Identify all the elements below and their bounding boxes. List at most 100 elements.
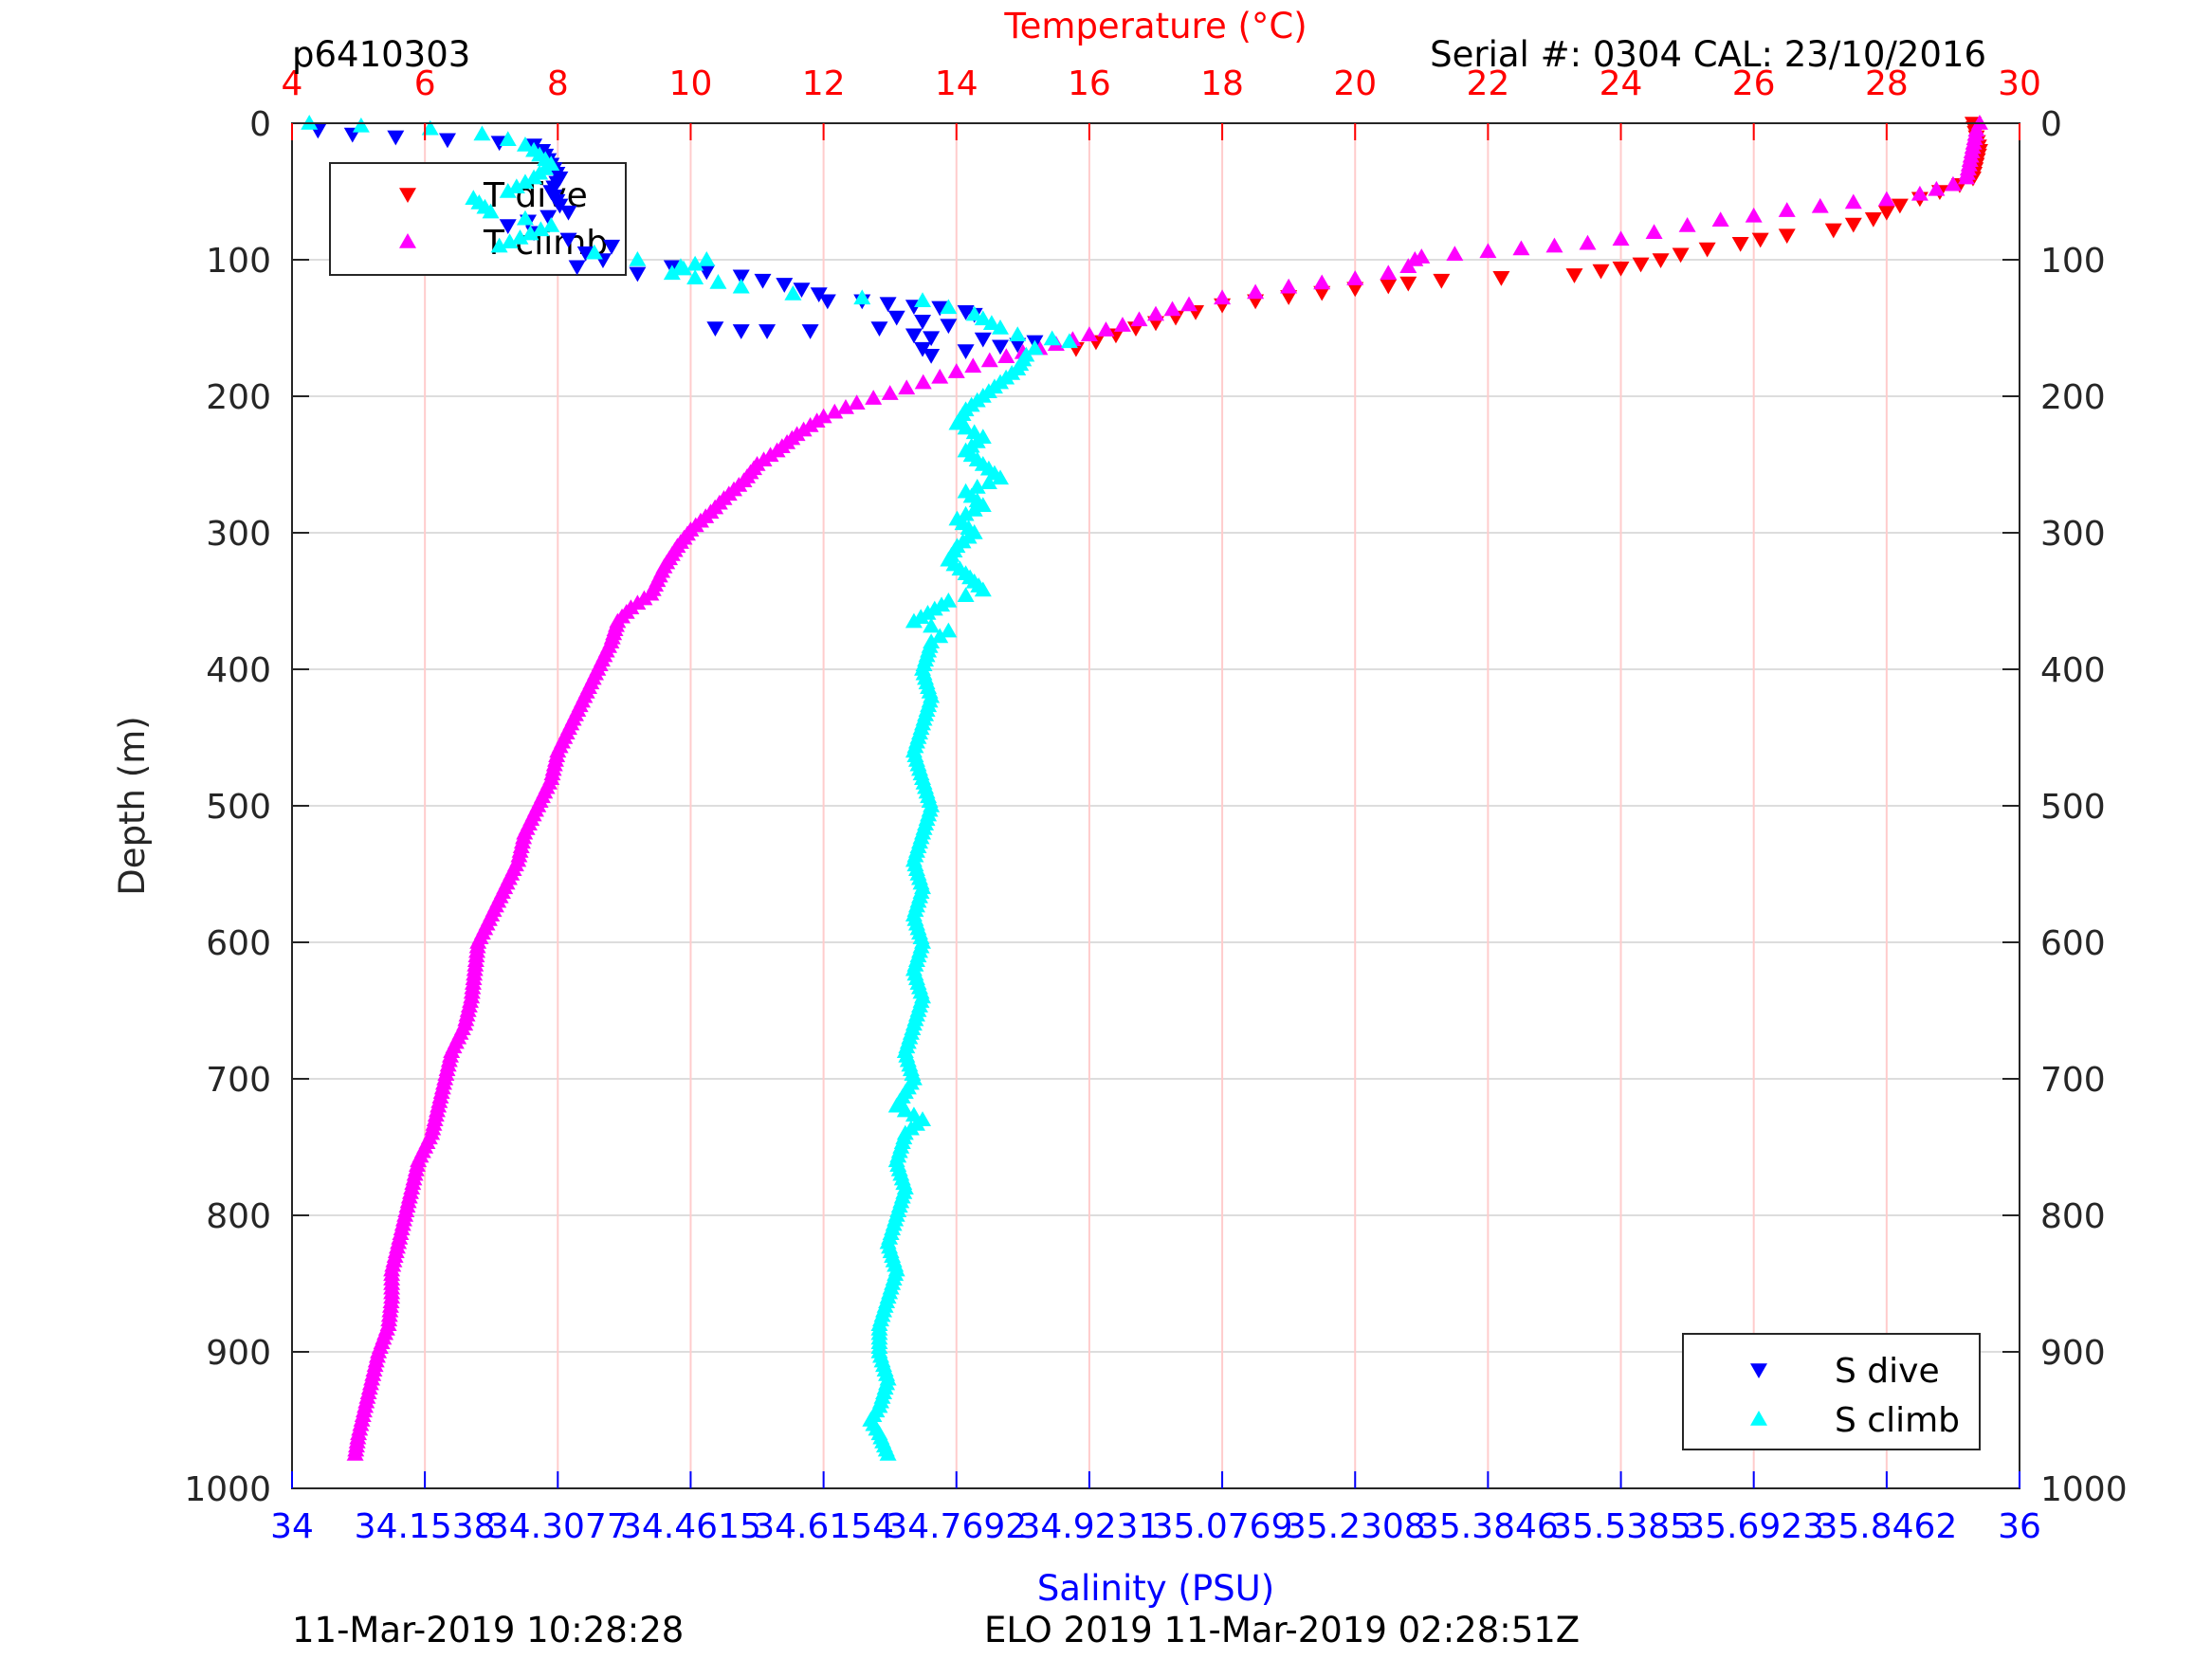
data-point: [826, 403, 844, 419]
data-point: [532, 221, 550, 237]
footer-left-timestamp: 11-Mar-2019 10:28:28: [292, 1610, 684, 1650]
data-point: [629, 266, 647, 283]
data-point: [754, 273, 772, 289]
legend-entry-label: S dive: [1835, 1352, 1940, 1391]
data-point: [525, 169, 543, 185]
salinity-tick-label: 35.3846: [1417, 1507, 1559, 1546]
salinity-tick-label: 35.2308: [1285, 1507, 1426, 1546]
data-point: [931, 628, 949, 644]
data-point: [940, 622, 958, 638]
data-point: [1645, 224, 1663, 239]
serial-cal-info: Serial #: 0304 CAL: 23/10/2016: [1430, 34, 1986, 75]
depth-tick-label-right: 100: [2040, 242, 2106, 281]
data-point: [482, 203, 500, 219]
data-point: [732, 278, 750, 294]
data-point: [1346, 270, 1364, 285]
data-point: [511, 228, 529, 245]
data-point: [1731, 236, 1749, 252]
data-point: [914, 315, 932, 330]
data-point: [957, 419, 975, 435]
data-point: [438, 133, 456, 149]
data-point: [870, 321, 888, 337]
data-point: [1778, 202, 1796, 217]
data-point: [759, 324, 777, 339]
data-point: [923, 617, 941, 633]
data-point: [1433, 273, 1451, 289]
temperature-tick-label: 30: [1998, 64, 2041, 103]
data-point: [1592, 264, 1610, 280]
salinity-tick-label: 34.6154: [753, 1507, 894, 1546]
data-point: [793, 283, 811, 298]
data-point: [346, 1446, 364, 1461]
data-point: [568, 260, 586, 276]
data-point: [521, 225, 539, 241]
data-point: [1026, 339, 1044, 356]
data-point: [1745, 207, 1763, 223]
temperature-axis-label: Temperature (°C): [1003, 6, 1307, 46]
temperature-tick-label: 14: [935, 64, 978, 103]
data-point: [352, 117, 370, 133]
legend-marker: [1750, 1363, 1767, 1378]
data-point: [957, 587, 975, 602]
data-point: [629, 251, 647, 266]
data-point: [881, 385, 899, 400]
data-point: [964, 357, 982, 374]
depth-tick-label-left: 500: [206, 788, 271, 827]
depth-axis-label: Depth (m): [112, 716, 153, 895]
data-point: [1247, 283, 1265, 300]
data-point: [898, 379, 916, 395]
data-point: [879, 1446, 897, 1461]
temperature-tick-label: 4: [282, 64, 303, 103]
data-point: [810, 287, 828, 302]
data-point: [1632, 257, 1650, 273]
data-point: [421, 119, 439, 136]
depth-tick-label-left: 600: [206, 924, 271, 963]
data-point: [965, 424, 983, 440]
depth-tick-label-left: 300: [206, 515, 271, 554]
data-point: [698, 251, 716, 266]
depth-tick-label-right: 800: [2040, 1197, 2106, 1236]
data-point: [997, 348, 1015, 363]
depth-tick-label-right: 500: [2040, 788, 2106, 827]
salinity-axis-label: Salinity (PSU): [1037, 1568, 1274, 1609]
data-point: [499, 183, 517, 198]
data-point: [992, 319, 1010, 335]
data-point: [1009, 326, 1027, 341]
data-point: [1380, 279, 1398, 295]
data-point: [516, 137, 534, 152]
data-point: [1652, 253, 1670, 268]
data-point: [1778, 228, 1796, 245]
data-point: [914, 292, 932, 307]
salinity-tick-label: 34.4615: [620, 1507, 761, 1546]
depth-tick-label-right: 300: [2040, 515, 2106, 554]
data-point: [709, 274, 727, 289]
data-point: [1280, 290, 1298, 305]
salinity-tick-label: 34.9231: [1019, 1507, 1161, 1546]
data-point: [1446, 246, 1464, 261]
salinity-tick-label: 34.3077: [487, 1507, 629, 1546]
data-point: [965, 501, 983, 517]
data-point: [1280, 278, 1298, 294]
data-point: [1545, 237, 1563, 253]
data-point: [387, 130, 405, 146]
legend-marker: [1750, 1411, 1767, 1426]
data-point: [1877, 205, 1895, 221]
data-point: [507, 178, 525, 193]
data-point: [1080, 326, 1098, 341]
depth-tick-label-right: 1000: [2040, 1470, 2128, 1509]
salinity-tick-label: 34: [270, 1507, 314, 1546]
data-point: [948, 414, 966, 430]
salinity-tick-label: 35.8462: [1816, 1507, 1957, 1546]
data-point: [905, 1106, 923, 1122]
data-point: [1060, 333, 1078, 349]
depth-tick-label-left: 200: [206, 378, 271, 417]
data-point: [887, 310, 905, 326]
data-point: [542, 217, 560, 232]
data-point: [1512, 240, 1530, 256]
data-point: [974, 332, 992, 348]
data-point: [1877, 191, 1895, 207]
data-point: [1612, 261, 1630, 277]
data-point: [539, 210, 558, 226]
data-point: [1698, 242, 1716, 258]
